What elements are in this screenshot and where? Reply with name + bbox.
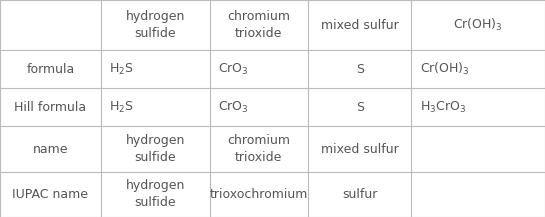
- Text: $\mathdefault{H_2S}$: $\mathdefault{H_2S}$: [109, 100, 134, 115]
- Text: S: S: [356, 101, 364, 114]
- Text: sulfur: sulfur: [342, 188, 377, 201]
- Text: hydrogen
sulfide: hydrogen sulfide: [126, 10, 185, 40]
- Text: $\mathdefault{CrO_3}$: $\mathdefault{CrO_3}$: [218, 100, 249, 115]
- Text: chromium
trioxide: chromium trioxide: [227, 134, 290, 164]
- Text: IUPAC name: IUPAC name: [13, 188, 88, 201]
- Text: $\mathdefault{CrO_3}$: $\mathdefault{CrO_3}$: [218, 62, 249, 77]
- Text: Hill formula: Hill formula: [14, 101, 87, 114]
- Text: hydrogen
sulfide: hydrogen sulfide: [126, 179, 185, 209]
- Text: mixed sulfur: mixed sulfur: [321, 19, 398, 31]
- Text: mixed sulfur: mixed sulfur: [321, 143, 398, 156]
- Text: trioxochromium: trioxochromium: [210, 188, 308, 201]
- Text: formula: formula: [26, 63, 75, 76]
- Text: $\mathdefault{H_3CrO_3}$: $\mathdefault{H_3CrO_3}$: [420, 100, 466, 115]
- Text: chromium
trioxide: chromium trioxide: [227, 10, 290, 40]
- Text: $\mathdefault{Cr(OH)_3}$: $\mathdefault{Cr(OH)_3}$: [420, 61, 469, 77]
- Text: $\mathdefault{H_2S}$: $\mathdefault{H_2S}$: [109, 62, 134, 77]
- Text: S: S: [356, 63, 364, 76]
- Text: $\mathdefault{Cr(OH)_3}$: $\mathdefault{Cr(OH)_3}$: [453, 17, 503, 33]
- Text: name: name: [33, 143, 68, 156]
- Text: hydrogen
sulfide: hydrogen sulfide: [126, 134, 185, 164]
